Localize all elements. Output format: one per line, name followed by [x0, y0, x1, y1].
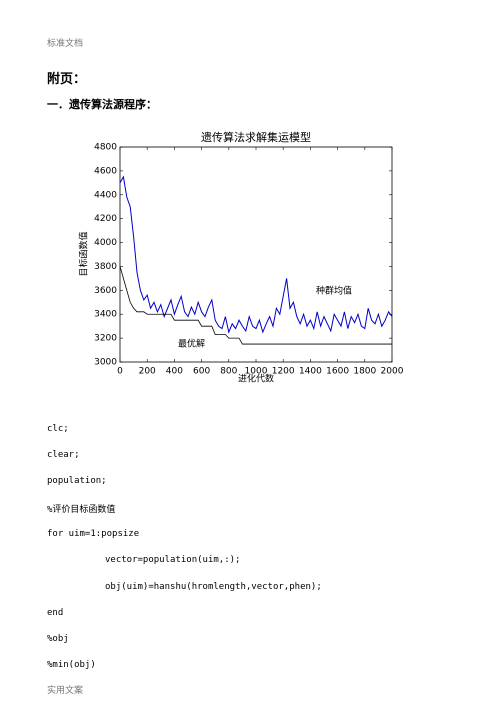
code-line: for uim=1:popsize	[47, 529, 140, 539]
section-heading: 一．遗传算法源程序：	[47, 98, 157, 111]
y-tick-label: 3800	[94, 262, 117, 272]
page-footer: 实用文案	[47, 686, 84, 696]
y-tick-label: 4200	[94, 214, 117, 224]
code-line: obj(uim)=hanshu(hromlength,vector,phen);	[105, 582, 322, 592]
x-tick-label: 1200	[272, 367, 295, 377]
code-line: population;	[47, 476, 107, 486]
y-axis-label: 目标函数值	[78, 231, 90, 276]
x-tick-label: 1600	[326, 367, 349, 377]
code-line: %评价目标函数值	[47, 505, 116, 515]
chart: 遗传算法求解集运模型 进化代数 目标函数值 3000 3200 3400 3600 38…	[78, 130, 404, 385]
code-line: %obj	[47, 634, 69, 644]
x-axis-label: 进化代数	[238, 373, 274, 385]
x-tick-label: 0	[117, 367, 123, 377]
page-header: 标准文档	[47, 39, 84, 49]
code-line: vector=population(uim,:);	[105, 555, 241, 565]
x-tick-label: 1400	[299, 367, 322, 377]
x-tick-label: 200	[139, 367, 156, 377]
y-tick-label: 3400	[94, 310, 117, 320]
y-tick-label: 3200	[94, 334, 117, 344]
y-tick-label: 4000	[94, 238, 117, 248]
series-line	[119, 266, 392, 345]
code-line: clear;	[47, 450, 80, 460]
annotation: 种群均值	[316, 285, 352, 297]
y-tick-label: 4600	[94, 166, 117, 176]
annotation: 最优解	[178, 338, 205, 350]
code-line: %min(obj)	[47, 660, 96, 670]
x-tick-label: 1800	[353, 367, 376, 377]
heading: 附页：	[47, 72, 87, 87]
y-tick-label: 3000	[94, 358, 117, 368]
code-line: end	[47, 608, 64, 618]
code-line: clc;	[47, 424, 69, 434]
plot-frame	[119, 146, 393, 363]
y-tick-label: 4400	[94, 190, 117, 200]
x-tick-label: 400	[166, 367, 183, 377]
x-tick-label: 800	[220, 367, 237, 377]
y-tick-label: 3600	[94, 286, 117, 296]
y-tick-label: 4800	[94, 143, 117, 153]
x-tick-label: 1000	[245, 367, 268, 377]
x-tick-label: 2000	[381, 367, 404, 377]
chart-title: 遗传算法求解集运模型	[201, 130, 311, 144]
x-tick-label: 600	[193, 367, 210, 377]
